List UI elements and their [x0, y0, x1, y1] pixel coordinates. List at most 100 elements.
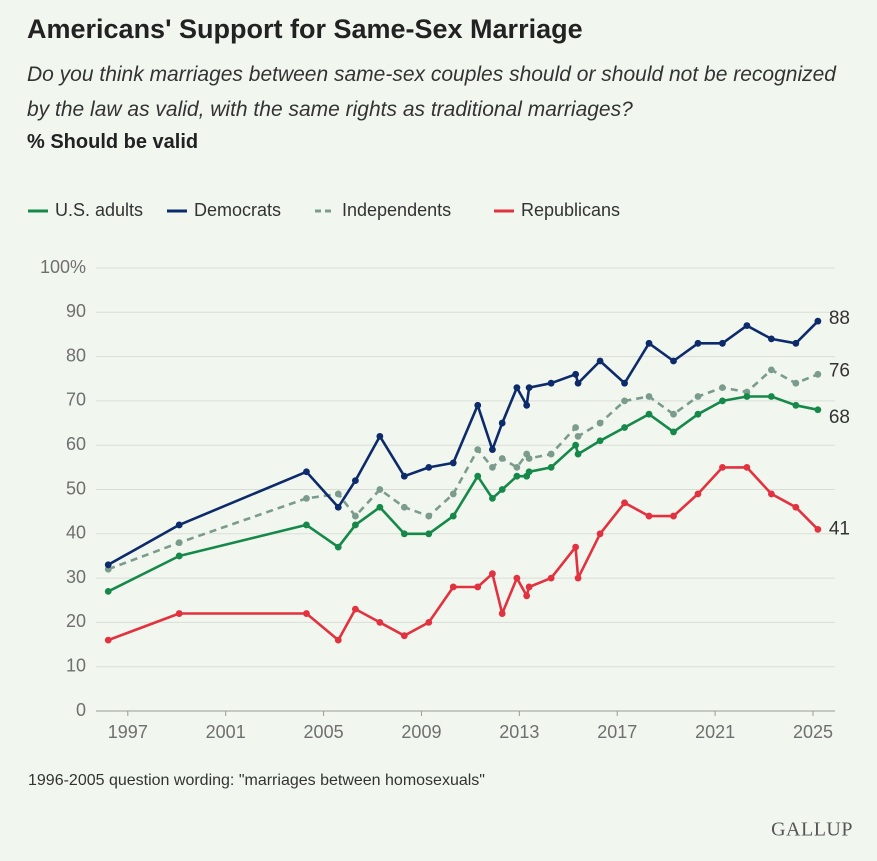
data-point [175, 610, 183, 617]
data-point [334, 636, 342, 644]
data-point [449, 459, 457, 467]
data-point [498, 455, 506, 462]
data-point [449, 512, 457, 520]
y-tick-label: 90 [66, 301, 86, 321]
data-point [175, 552, 183, 560]
end-label: 41 [829, 518, 850, 539]
data-point [719, 397, 726, 405]
data-point [425, 530, 433, 538]
series-line [107, 395, 819, 593]
header: Americans' Support for Same-Sex Marriage… [27, 14, 857, 154]
data-point [425, 619, 433, 626]
data-point [400, 472, 408, 480]
data-point [645, 339, 653, 347]
data-point [719, 463, 726, 471]
data-point [104, 587, 112, 595]
data-point [694, 393, 702, 400]
data-point [525, 455, 533, 462]
data-point [334, 503, 342, 511]
series-line [107, 368, 819, 571]
x-tick-label: 2001 [206, 722, 246, 742]
data-point [489, 494, 496, 502]
data-point [303, 494, 310, 502]
data-point [792, 503, 800, 511]
data-point [767, 366, 775, 374]
data-point [513, 463, 521, 471]
data-point [351, 605, 359, 613]
data-point [489, 446, 496, 454]
data-point [351, 477, 359, 485]
y-tick-label: 0 [76, 700, 86, 720]
data-point [498, 486, 506, 493]
data-point [621, 397, 628, 405]
data-point [767, 335, 775, 343]
source-logo: GALLUP [771, 819, 853, 841]
data-point [449, 583, 457, 591]
data-point [645, 410, 653, 418]
data-point [513, 384, 521, 392]
data-point [670, 410, 677, 418]
data-point [572, 370, 580, 378]
legend-label: Democrats [194, 200, 281, 220]
x-tick-label: 2017 [597, 722, 637, 742]
y-tick-label: 60 [66, 434, 86, 454]
y-axis-label: % Should be valid [27, 131, 199, 153]
data-point [351, 512, 359, 520]
data-point [376, 619, 384, 626]
data-point [670, 357, 677, 365]
data-point [694, 339, 702, 347]
data-point [525, 583, 533, 591]
data-point [474, 401, 482, 409]
data-point [547, 574, 555, 582]
series-line [107, 320, 819, 566]
end-label: 76 [829, 360, 850, 381]
legend-label: Independents [342, 200, 451, 220]
data-point [814, 370, 822, 378]
data-point [425, 512, 433, 520]
data-point [303, 610, 310, 617]
series-line [107, 466, 819, 642]
data-point [572, 543, 580, 551]
data-point [376, 432, 384, 440]
data-point [175, 539, 183, 547]
data-point [376, 486, 384, 493]
data-point [645, 512, 653, 520]
data-point [694, 490, 702, 498]
y-tick-label: 30 [66, 567, 86, 587]
data-point [743, 463, 751, 471]
data-point [574, 432, 582, 440]
data-point [719, 339, 726, 347]
data-point [498, 419, 506, 427]
data-point [719, 384, 726, 392]
data-point [621, 424, 628, 431]
data-point [400, 632, 408, 640]
data-point [513, 472, 521, 480]
y-tick-label: 100% [40, 257, 86, 277]
data-point [400, 530, 408, 538]
x-tick-label: 2021 [695, 722, 735, 742]
data-point [525, 468, 533, 476]
data-point [596, 419, 604, 427]
data-point [351, 521, 359, 529]
data-point [547, 379, 555, 387]
data-point [670, 428, 677, 436]
data-point [767, 490, 775, 498]
data-point [303, 468, 310, 476]
data-point [572, 441, 580, 449]
data-point [694, 410, 702, 418]
data-point [104, 561, 112, 569]
data-point [596, 437, 604, 445]
y-tick-label: 70 [66, 390, 86, 410]
x-tick-label: 2013 [499, 722, 539, 742]
data-point [814, 406, 822, 414]
data-point [767, 393, 775, 400]
x-tick-label: 2005 [304, 722, 344, 742]
data-point [449, 490, 457, 498]
data-point [523, 401, 531, 409]
legend-label: U.S. adults [55, 200, 143, 220]
y-tick-label: 20 [66, 611, 86, 631]
data-point [743, 322, 751, 329]
data-point [400, 503, 408, 511]
